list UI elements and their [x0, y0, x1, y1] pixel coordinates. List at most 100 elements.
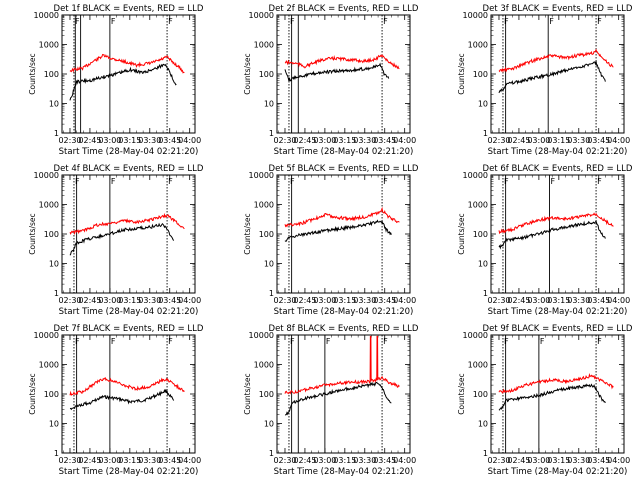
- y-tick-label: 1000: [254, 41, 274, 50]
- plot-frame: [276, 174, 411, 294]
- y-tick-label: 100: [44, 70, 59, 79]
- series-line-lld: [284, 335, 400, 395]
- y-tick-label: 1: [483, 129, 488, 138]
- x-tick-label: 03:00: [98, 136, 121, 145]
- y-tick-label: 10: [478, 420, 488, 429]
- flag-label: F: [383, 17, 388, 26]
- y-tick-label: 1: [54, 449, 59, 458]
- x-tick-label: 03:00: [527, 456, 550, 465]
- plot-frame: [490, 14, 625, 134]
- chart-title: Det 4f BLACK = Events, RED = LLD: [54, 164, 204, 174]
- x-tick-label: 03:45: [587, 456, 610, 465]
- flag-label: F: [168, 17, 173, 26]
- x-tick-label: 02:30: [487, 136, 510, 145]
- flag-label: F: [290, 17, 295, 26]
- y-axis-label: Counts/sec: [28, 373, 37, 414]
- y-tick-label: 100: [473, 230, 488, 239]
- chart-title: Det 5f BLACK = Events, RED = LLD: [269, 164, 419, 174]
- x-axis-label: Start Time (28-May-04 02:21:20): [488, 467, 628, 477]
- plot-frame: [490, 334, 625, 454]
- y-tick-label: 100: [44, 390, 59, 399]
- plot-frame: [490, 174, 625, 294]
- chart-panel: Det 1f BLACK = Events, RED = LLD 1 10 100 10…: [28, 4, 204, 157]
- x-tick-label: 04:00: [607, 456, 630, 465]
- y-axis-label: Counts/sec: [28, 213, 37, 254]
- y-tick-label: 100: [259, 390, 274, 399]
- y-tick-label: 10000: [34, 331, 59, 340]
- y-tick-label: 1000: [39, 41, 59, 50]
- series-line-events: [284, 381, 392, 416]
- x-tick-label: 02:45: [507, 136, 530, 145]
- y-tick-label: 10: [49, 420, 59, 429]
- series-line-lld: [69, 377, 185, 396]
- x-tick-label: 02:45: [78, 296, 101, 305]
- x-tick-label: 04:00: [178, 296, 201, 305]
- flag-label: F: [326, 337, 331, 346]
- x-tick-label: 03:30: [138, 296, 161, 305]
- y-axis-label: Counts/sec: [457, 53, 466, 94]
- flag-label: F: [75, 17, 80, 26]
- x-tick-label: 02:45: [507, 296, 530, 305]
- flag-label: F: [504, 17, 509, 26]
- y-tick-label: 10: [264, 420, 274, 429]
- flag-label: F: [168, 337, 173, 346]
- x-axis-label: Start Time (28-May-04 02:21:20): [59, 467, 199, 477]
- x-tick-label: 03:00: [527, 136, 550, 145]
- y-tick-label: 1000: [254, 361, 274, 370]
- series-line-lld: [284, 53, 400, 70]
- x-tick-label: 03:15: [118, 136, 141, 145]
- series-line-events: [69, 63, 177, 101]
- x-tick-label: 03:30: [138, 456, 161, 465]
- x-tick-label: 02:45: [78, 136, 101, 145]
- x-tick-label: 04:00: [607, 136, 630, 145]
- series-line-lld: [284, 206, 400, 228]
- x-tick-label: 02:30: [487, 296, 510, 305]
- y-tick-label: 1000: [468, 361, 488, 370]
- x-tick-label: 03:00: [313, 456, 336, 465]
- x-tick-label: 03:45: [373, 136, 396, 145]
- x-tick-label: 03:15: [333, 456, 356, 465]
- x-tick-label: 02:45: [293, 136, 316, 145]
- flag-label: F: [111, 17, 116, 26]
- x-tick-label: 04:00: [393, 296, 416, 305]
- x-tick-label: 02:30: [273, 296, 296, 305]
- y-tick-label: 100: [473, 390, 488, 399]
- y-tick-label: 1000: [468, 41, 488, 50]
- x-tick-label: 04:00: [178, 456, 201, 465]
- x-tick-label: 03:45: [158, 296, 181, 305]
- x-tick-label: 02:30: [273, 456, 296, 465]
- y-axis-label: Counts/sec: [457, 373, 466, 414]
- x-tick-label: 02:45: [78, 456, 101, 465]
- plot-frame: [276, 14, 411, 134]
- x-tick-label: 03:45: [373, 296, 396, 305]
- x-tick-label: 04:00: [393, 136, 416, 145]
- x-tick-label: 03:45: [158, 456, 181, 465]
- y-tick-label: 10: [478, 100, 488, 109]
- x-tick-label: 03:00: [313, 296, 336, 305]
- x-tick-label: 03:00: [527, 296, 550, 305]
- x-tick-label: 03:30: [567, 456, 590, 465]
- chart-title: Det 7f BLACK = Events, RED = LLD: [54, 324, 204, 334]
- x-tick-label: 02:30: [58, 296, 81, 305]
- chart-panel: Det 5f BLACK = Events, RED = LLD 1 10 100 10…: [243, 164, 419, 317]
- y-axis-label: Counts/sec: [28, 53, 37, 94]
- flag-label: F: [383, 177, 388, 186]
- x-axis-label: Start Time (28-May-04 02:21:20): [488, 307, 628, 317]
- series-line-events: [284, 62, 390, 82]
- chart-title: Det 3f BLACK = Events, RED = LLD: [483, 4, 633, 14]
- x-tick-label: 03:30: [353, 136, 376, 145]
- flag-label: F: [540, 337, 545, 346]
- flag-label: F: [383, 337, 388, 346]
- y-tick-label: 100: [44, 230, 59, 239]
- flag-label: F: [597, 337, 602, 346]
- y-axis-label: Counts/sec: [457, 213, 466, 254]
- x-tick-label: 03:45: [587, 296, 610, 305]
- chart-title: Det 8f BLACK = Events, RED = LLD: [269, 324, 419, 334]
- x-axis-label: Start Time (28-May-04 02:21:20): [274, 307, 414, 317]
- x-tick-label: 03:00: [98, 296, 121, 305]
- y-tick-label: 10000: [249, 11, 274, 20]
- x-tick-label: 02:45: [507, 456, 530, 465]
- chart-panel: Det 2f BLACK = Events, RED = LLD 1 10 100 10…: [243, 4, 419, 157]
- x-tick-label: 03:45: [373, 456, 396, 465]
